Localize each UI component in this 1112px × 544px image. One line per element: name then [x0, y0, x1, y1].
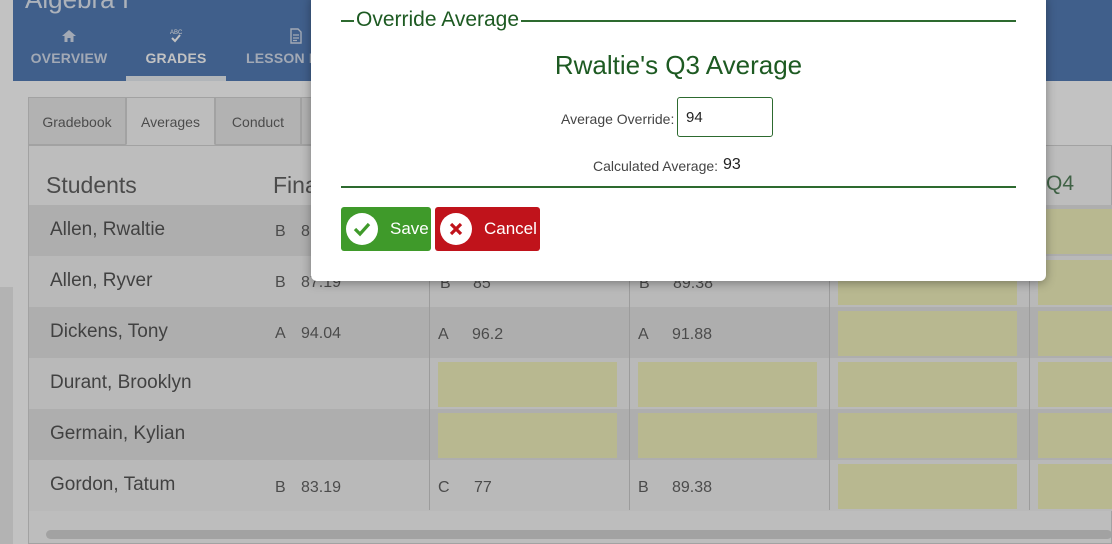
- calculated-average-label: Calculated Average:: [593, 158, 719, 174]
- final-value: 94.04: [301, 325, 342, 342]
- tab-overview-label: OVERVIEW: [30, 50, 108, 66]
- save-button[interactable]: Save: [341, 207, 431, 251]
- q2-letter: B: [638, 479, 649, 496]
- horizontal-scrollbar[interactable]: [46, 530, 1112, 539]
- subtab-averages[interactable]: Averages: [126, 97, 215, 145]
- tab-overview[interactable]: OVERVIEW: [19, 27, 119, 81]
- q2-letter: B: [639, 275, 650, 292]
- fieldset-border-top: [341, 20, 1016, 22]
- empty-grade-cell[interactable]: [838, 413, 1017, 458]
- empty-grade-cell[interactable]: [638, 413, 817, 458]
- tab-grades-label: GRADES: [145, 50, 207, 66]
- checkmark-icon: [346, 213, 378, 245]
- course-title: Algebra I: [25, 0, 129, 15]
- fieldset-border-bottom: [341, 186, 1016, 188]
- column-divider: [829, 205, 830, 510]
- save-button-label: Save: [390, 219, 429, 238]
- empty-grade-cell[interactable]: [1038, 362, 1112, 407]
- empty-grade-cell[interactable]: [1038, 413, 1112, 458]
- final-letter: B: [275, 274, 286, 291]
- student-name: Dickens, Tony: [50, 321, 168, 342]
- tab-lesson-label: LESSON P: [246, 50, 319, 66]
- subtab-gradebook[interactable]: Gradebook: [28, 97, 126, 145]
- subtab-conduct[interactable]: Conduct: [215, 97, 301, 145]
- q2-value: 91.88: [672, 326, 713, 343]
- column-divider: [1029, 205, 1030, 510]
- empty-grade-cell[interactable]: [438, 362, 617, 407]
- left-gutter: [0, 287, 13, 544]
- empty-grade-cell[interactable]: [1038, 464, 1112, 509]
- q1-value: 77: [474, 479, 492, 496]
- empty-grade-cell[interactable]: [1038, 260, 1112, 305]
- q1-letter: C: [438, 479, 450, 496]
- empty-grade-cell[interactable]: [1038, 209, 1112, 254]
- student-name: Germain, Kylian: [50, 423, 186, 444]
- empty-grade-cell[interactable]: [438, 413, 617, 458]
- q4-heading: Q4: [1046, 172, 1075, 195]
- average-override-input[interactable]: [677, 97, 773, 137]
- final-letter: B: [275, 223, 286, 240]
- student-name: Durant, Brooklyn: [50, 372, 192, 393]
- tab-grades[interactable]: ABC GRADES: [126, 27, 226, 81]
- q1-letter: A: [438, 326, 449, 343]
- average-override-label: Average Override:: [561, 111, 675, 127]
- students-heading: Students: [46, 172, 137, 198]
- document-icon: [290, 28, 302, 44]
- calculated-average-value: 93: [723, 156, 741, 173]
- cancel-button[interactable]: Cancel: [435, 207, 540, 251]
- tab-lesson-plans[interactable]: LESSON P: [237, 27, 347, 81]
- column-divider: [429, 205, 430, 510]
- student-name: Allen, Ryver: [50, 270, 153, 291]
- dialog-legend: Override Average: [354, 8, 522, 32]
- column-divider: [629, 205, 630, 510]
- abc-check-icon: ABC: [170, 30, 183, 43]
- student-name: Allen, Rwaltie: [50, 219, 166, 240]
- override-average-dialog: Override Average Rwaltie's Q3 Average Av…: [311, 0, 1046, 281]
- q1-letter: B: [440, 275, 451, 292]
- svg-text:ABC: ABC: [170, 30, 183, 36]
- empty-grade-cell[interactable]: [638, 362, 817, 407]
- dialog-title: Rwaltie's Q3 Average: [554, 50, 803, 80]
- student-name: Gordon, Tatum: [50, 474, 176, 495]
- empty-grade-cell[interactable]: [1038, 311, 1112, 356]
- final-value: 83.19: [301, 479, 342, 496]
- empty-grade-cell[interactable]: [838, 362, 1017, 407]
- empty-grade-cell[interactable]: [838, 311, 1017, 356]
- final-letter: B: [275, 479, 286, 496]
- q2-letter: A: [638, 326, 649, 343]
- close-icon: [440, 213, 472, 245]
- home-icon: [62, 30, 76, 42]
- q1-value: 96.2: [472, 326, 504, 343]
- q2-value: 89.38: [672, 479, 713, 496]
- final-letter: A: [275, 325, 286, 342]
- cancel-button-label: Cancel: [484, 219, 537, 238]
- empty-grade-cell[interactable]: [838, 464, 1017, 509]
- final-heading: Fina: [273, 172, 318, 198]
- final-value: 8: [301, 223, 310, 240]
